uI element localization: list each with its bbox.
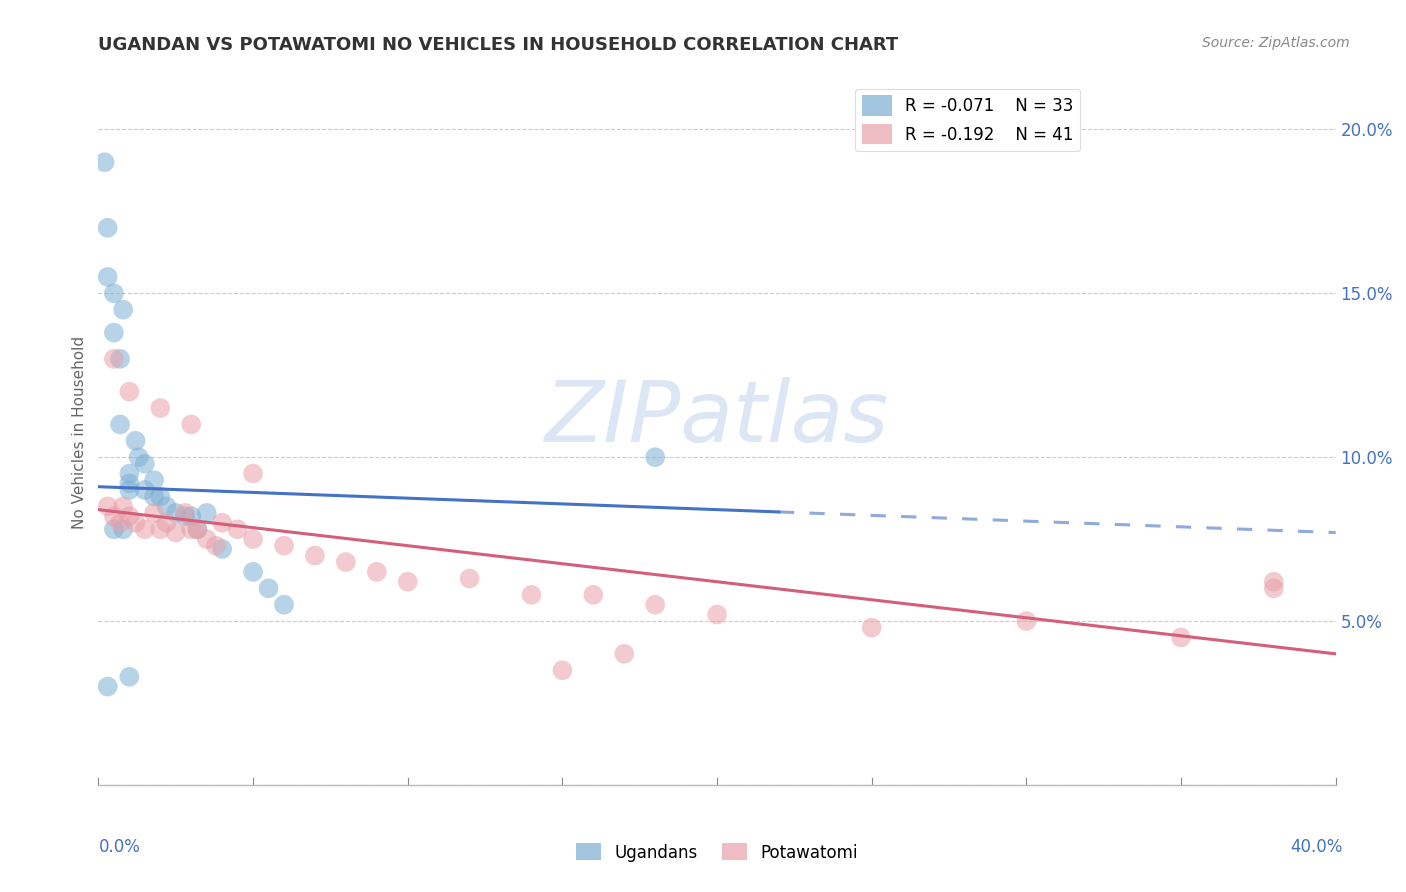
Point — [155, 516, 177, 530]
Point — [551, 663, 574, 677]
Point — [242, 467, 264, 481]
Point — [195, 506, 218, 520]
Point — [108, 516, 131, 530]
Point — [860, 621, 883, 635]
Point — [108, 351, 131, 366]
Y-axis label: No Vehicles in Household: No Vehicles in Household — [72, 336, 87, 529]
Point — [155, 500, 177, 514]
Point — [706, 607, 728, 622]
Point — [97, 269, 120, 284]
Point — [242, 565, 264, 579]
Point — [93, 155, 115, 169]
Point — [644, 598, 666, 612]
Point — [211, 516, 233, 530]
Point — [97, 680, 120, 694]
Point — [520, 588, 543, 602]
Point — [613, 647, 636, 661]
Text: Source: ZipAtlas.com: Source: ZipAtlas.com — [1202, 36, 1350, 50]
Point — [103, 286, 125, 301]
Point — [644, 450, 666, 465]
Point — [304, 549, 326, 563]
Point — [143, 473, 166, 487]
Point — [180, 417, 202, 432]
Point — [149, 401, 172, 415]
Point — [186, 522, 208, 536]
Point — [118, 509, 141, 524]
Point — [174, 506, 197, 520]
Point — [134, 457, 156, 471]
Point — [273, 598, 295, 612]
Point — [143, 490, 166, 504]
Point — [103, 522, 125, 536]
Point — [97, 500, 120, 514]
Legend: Ugandans, Potawatomi: Ugandans, Potawatomi — [569, 837, 865, 868]
Point — [118, 467, 141, 481]
Point — [118, 476, 141, 491]
Point — [366, 565, 388, 579]
Point — [1263, 582, 1285, 596]
Point — [134, 483, 156, 497]
Point — [128, 450, 150, 465]
Point — [118, 670, 141, 684]
Point — [149, 490, 172, 504]
Point — [257, 582, 280, 596]
Point — [1015, 614, 1038, 628]
Point — [205, 539, 228, 553]
Point — [108, 417, 131, 432]
Point — [226, 522, 249, 536]
Point — [112, 500, 135, 514]
Point — [103, 326, 125, 340]
Point — [143, 506, 166, 520]
Point — [180, 509, 202, 524]
Point — [118, 384, 141, 399]
Text: ZIPatlas: ZIPatlas — [546, 377, 889, 460]
Point — [174, 509, 197, 524]
Point — [335, 555, 357, 569]
Point — [458, 572, 481, 586]
Point — [103, 509, 125, 524]
Point — [112, 302, 135, 317]
Point — [97, 220, 120, 235]
Point — [118, 483, 141, 497]
Text: UGANDAN VS POTAWATOMI NO VEHICLES IN HOUSEHOLD CORRELATION CHART: UGANDAN VS POTAWATOMI NO VEHICLES IN HOU… — [98, 36, 898, 54]
Point — [242, 532, 264, 546]
Point — [195, 532, 218, 546]
Point — [165, 525, 187, 540]
Point — [134, 522, 156, 536]
Point — [149, 522, 172, 536]
Text: 0.0%: 0.0% — [98, 838, 141, 856]
Point — [124, 434, 146, 448]
Text: 40.0%: 40.0% — [1291, 838, 1343, 856]
Point — [112, 522, 135, 536]
Point — [396, 574, 419, 589]
Point — [103, 351, 125, 366]
Point — [124, 516, 146, 530]
Point — [211, 541, 233, 556]
Point — [1170, 631, 1192, 645]
Point — [165, 506, 187, 520]
Point — [582, 588, 605, 602]
Point — [1263, 574, 1285, 589]
Point — [180, 522, 202, 536]
Point — [186, 522, 208, 536]
Point — [273, 539, 295, 553]
